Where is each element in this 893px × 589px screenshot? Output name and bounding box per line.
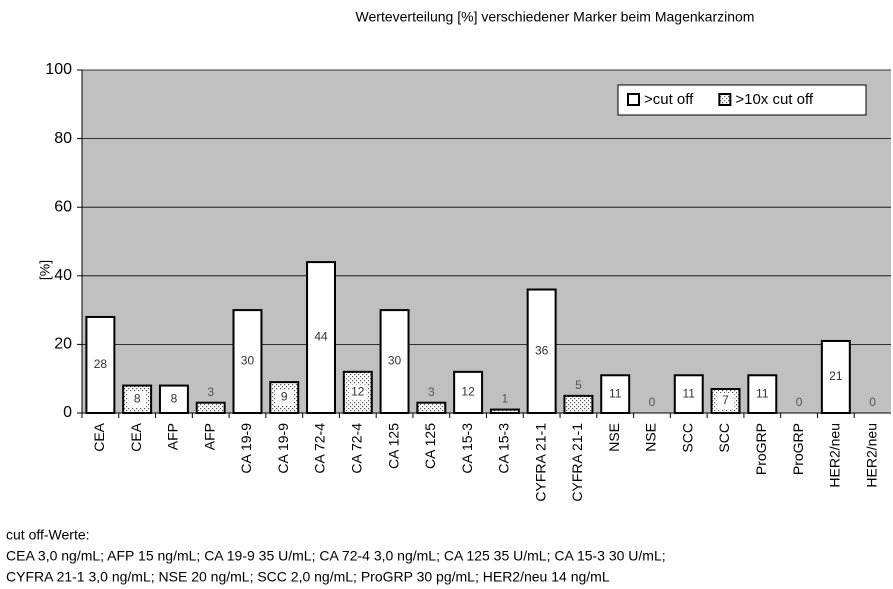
- y-tick-label: 60: [54, 198, 72, 215]
- bar: [269, 381, 300, 415]
- y-tick-label: 80: [54, 130, 72, 147]
- data-label: 44: [314, 330, 328, 344]
- y-tick-label: 0: [63, 404, 72, 421]
- bar: [158, 384, 189, 414]
- data-label: 11: [756, 386, 769, 400]
- legend-swatch: [718, 93, 732, 106]
- x-tick-label: CA 72-4: [348, 423, 364, 474]
- x-tick-label: CA 72-4: [312, 423, 328, 474]
- x-tick-label: AFP: [201, 423, 217, 450]
- x-tick-label: CA 15-3: [459, 423, 475, 474]
- bar: [820, 339, 851, 414]
- bar: [306, 261, 336, 414]
- bar: [489, 408, 520, 415]
- chart-title: Werteverteilung [%] verschiedener Marker…: [356, 9, 755, 25]
- legend-swatch: [627, 93, 640, 106]
- data-label: 0: [796, 395, 803, 409]
- x-tick-label: HER2/neu: [827, 423, 843, 488]
- annotation: CYFRA 21-1 3,0 ng/mL; NSE 20 ng/mL; SCC …: [6, 569, 610, 585]
- x-tick-label: CYFRA 21-1: [532, 423, 548, 502]
- label-bg: [275, 389, 294, 406]
- bar: [747, 374, 778, 414]
- x-tick-label: CA 125: [422, 423, 438, 469]
- x-tick-label: CYFRA 21-1: [569, 423, 585, 502]
- y-tick-label: 40: [54, 267, 72, 284]
- data-label: 28: [94, 357, 108, 371]
- x-tick-label: CA 19-9: [275, 423, 291, 474]
- bar: [232, 309, 263, 415]
- bar: [416, 401, 447, 414]
- data-label: 0: [869, 395, 876, 409]
- x-tick-label: CEA: [128, 422, 144, 451]
- label-bg: [716, 392, 735, 409]
- data-label: 30: [241, 354, 255, 368]
- plot-area: [82, 70, 891, 413]
- x-tick-label: CA 19-9: [238, 423, 254, 474]
- bar: [85, 315, 116, 414]
- label-bg: [128, 391, 147, 408]
- x-tick-label: CA 125: [385, 423, 401, 469]
- data-label: 3: [207, 385, 214, 399]
- bar: [526, 288, 557, 414]
- data-label: 0: [649, 395, 656, 409]
- x-tick-label: SCC: [679, 423, 695, 453]
- bar: [453, 370, 484, 414]
- data-label: 11: [683, 386, 696, 400]
- label-bg: [348, 384, 367, 401]
- data-label: 36: [535, 343, 549, 357]
- x-tick-label: ProGRP: [790, 423, 806, 475]
- legend-label: >cut off: [644, 91, 694, 108]
- data-label: 5: [575, 378, 582, 392]
- data-label: 12: [461, 385, 475, 399]
- bar: [563, 394, 594, 415]
- bar: [673, 374, 704, 414]
- x-tick-label: CEA: [91, 422, 107, 451]
- data-label: 1: [502, 392, 509, 406]
- data-label: 8: [171, 391, 178, 405]
- bar: [379, 309, 410, 415]
- data-label: 8: [134, 391, 141, 405]
- legend-label: >10x cut off: [735, 91, 814, 108]
- bar: [600, 374, 631, 414]
- legend-box: [617, 84, 867, 116]
- data-label: 12: [351, 385, 365, 399]
- x-tick-label: CA 15-3: [496, 423, 512, 474]
- data-label: 11: [609, 386, 622, 400]
- x-tick-label: NSE: [606, 423, 622, 452]
- x-tick-label: HER2/neu: [863, 423, 879, 488]
- y-axis-label: [%]: [37, 260, 53, 280]
- x-tick-label: SCC: [716, 423, 732, 453]
- x-tick-label: NSE: [643, 423, 659, 452]
- y-tick-label: 20: [54, 336, 72, 353]
- y-tick-label: 100: [45, 61, 72, 78]
- data-label: 30: [388, 354, 402, 368]
- bar: [195, 401, 226, 414]
- x-tick-label: ProGRP: [753, 423, 769, 475]
- annotation: cut off-Werte:: [6, 527, 90, 543]
- data-label: 21: [829, 369, 843, 383]
- x-tick-label: AFP: [165, 423, 181, 450]
- data-label: 7: [722, 393, 729, 407]
- data-label: 3: [428, 385, 435, 399]
- annotation: CEA 3,0 ng/mL; AFP 15 ng/mL; CA 19-9 35 …: [6, 548, 666, 564]
- data-label: 9: [281, 390, 288, 404]
